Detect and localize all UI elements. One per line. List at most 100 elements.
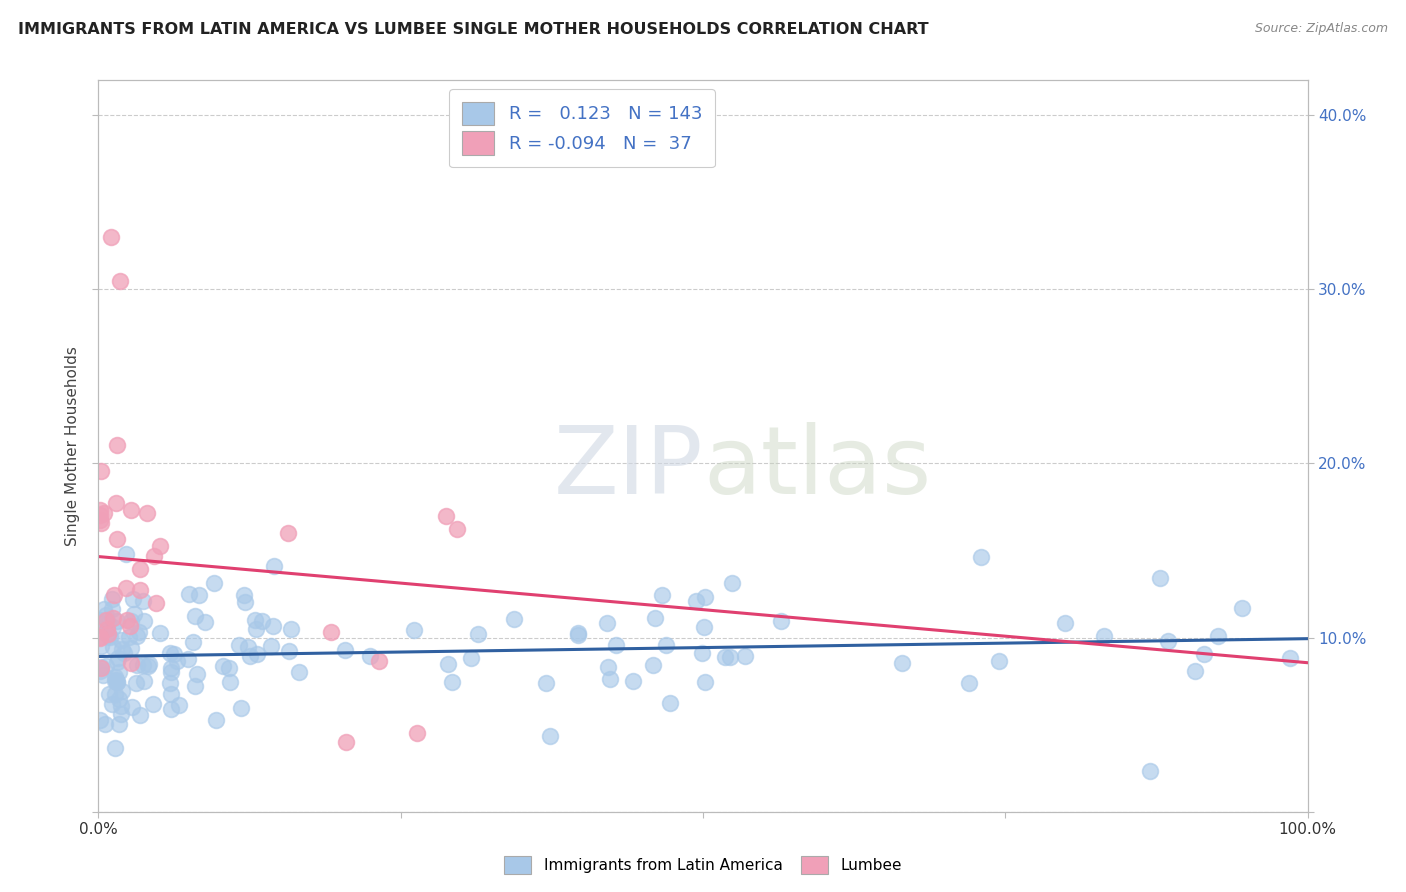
Point xyxy=(101,620,124,634)
Point xyxy=(770,614,793,628)
Point xyxy=(359,648,381,663)
Point xyxy=(120,503,142,517)
Point xyxy=(335,735,357,749)
Point xyxy=(90,661,112,675)
Point xyxy=(108,274,131,288)
Point xyxy=(219,674,242,689)
Point xyxy=(368,654,391,668)
Point xyxy=(105,674,128,689)
Point xyxy=(693,675,716,690)
Point xyxy=(1053,615,1076,630)
Point xyxy=(280,622,302,636)
Point xyxy=(136,659,159,673)
Point xyxy=(89,508,111,522)
Point xyxy=(402,624,425,638)
Point xyxy=(149,539,172,553)
Text: Source: ZipAtlas.com: Source: ZipAtlas.com xyxy=(1254,22,1388,36)
Point xyxy=(693,590,716,604)
Point xyxy=(132,657,155,672)
Point xyxy=(104,673,127,688)
Point xyxy=(446,522,468,536)
Point xyxy=(134,673,156,688)
Point xyxy=(145,596,167,610)
Point xyxy=(89,664,111,678)
Point xyxy=(159,675,181,690)
Point xyxy=(278,644,301,658)
Point xyxy=(184,679,207,693)
Point xyxy=(534,676,557,690)
Point xyxy=(101,591,124,606)
Point xyxy=(98,630,121,644)
Point xyxy=(1278,651,1301,665)
Point xyxy=(94,659,117,673)
Point xyxy=(194,615,217,630)
Point xyxy=(177,652,200,666)
Point xyxy=(89,513,111,527)
Point xyxy=(96,613,118,627)
Text: atlas: atlas xyxy=(703,422,931,514)
Point xyxy=(243,613,266,627)
Point xyxy=(97,626,120,640)
Point xyxy=(124,607,146,621)
Point xyxy=(166,654,188,668)
Point xyxy=(93,602,115,616)
Point xyxy=(127,657,149,672)
Point xyxy=(333,643,356,657)
Point xyxy=(1092,629,1115,643)
Point xyxy=(720,576,742,591)
Point xyxy=(621,674,644,689)
Point xyxy=(105,614,128,628)
Point xyxy=(406,725,429,739)
Point xyxy=(434,508,457,523)
Point xyxy=(110,706,132,721)
Point xyxy=(111,684,134,698)
Point xyxy=(567,627,589,641)
Point xyxy=(159,646,181,660)
Point xyxy=(212,659,235,673)
Point xyxy=(184,609,207,624)
Point xyxy=(169,698,191,712)
Point xyxy=(121,592,143,607)
Point xyxy=(177,587,200,601)
Point xyxy=(596,659,619,673)
Point xyxy=(260,639,283,653)
Point xyxy=(101,611,124,625)
Point xyxy=(107,438,129,452)
Text: ZIP: ZIP xyxy=(554,422,703,514)
Point xyxy=(595,615,617,630)
Point xyxy=(277,525,299,540)
Point xyxy=(89,613,111,627)
Point xyxy=(110,633,132,648)
Point xyxy=(188,588,211,602)
Point xyxy=(108,665,131,680)
Point xyxy=(288,665,311,679)
Point xyxy=(1184,664,1206,678)
Point xyxy=(263,559,285,574)
Point xyxy=(186,667,208,681)
Point xyxy=(101,640,124,654)
Point xyxy=(1139,764,1161,778)
Point xyxy=(204,713,226,727)
Point xyxy=(1192,647,1215,661)
Point xyxy=(105,532,128,546)
Point xyxy=(641,658,664,673)
Point xyxy=(115,613,138,627)
Point xyxy=(93,506,115,520)
Point xyxy=(103,670,125,684)
Point xyxy=(115,581,138,595)
Point xyxy=(97,629,120,643)
Point xyxy=(89,631,111,645)
Point xyxy=(236,640,259,654)
Point xyxy=(112,646,135,660)
Point xyxy=(125,629,148,643)
Point xyxy=(138,657,160,672)
Point xyxy=(131,594,153,608)
Point xyxy=(655,639,678,653)
Point xyxy=(104,673,127,687)
Point xyxy=(89,713,111,727)
Point xyxy=(97,615,120,630)
Point xyxy=(108,691,131,706)
Point xyxy=(231,701,253,715)
Point xyxy=(734,648,756,663)
Point xyxy=(437,657,460,672)
